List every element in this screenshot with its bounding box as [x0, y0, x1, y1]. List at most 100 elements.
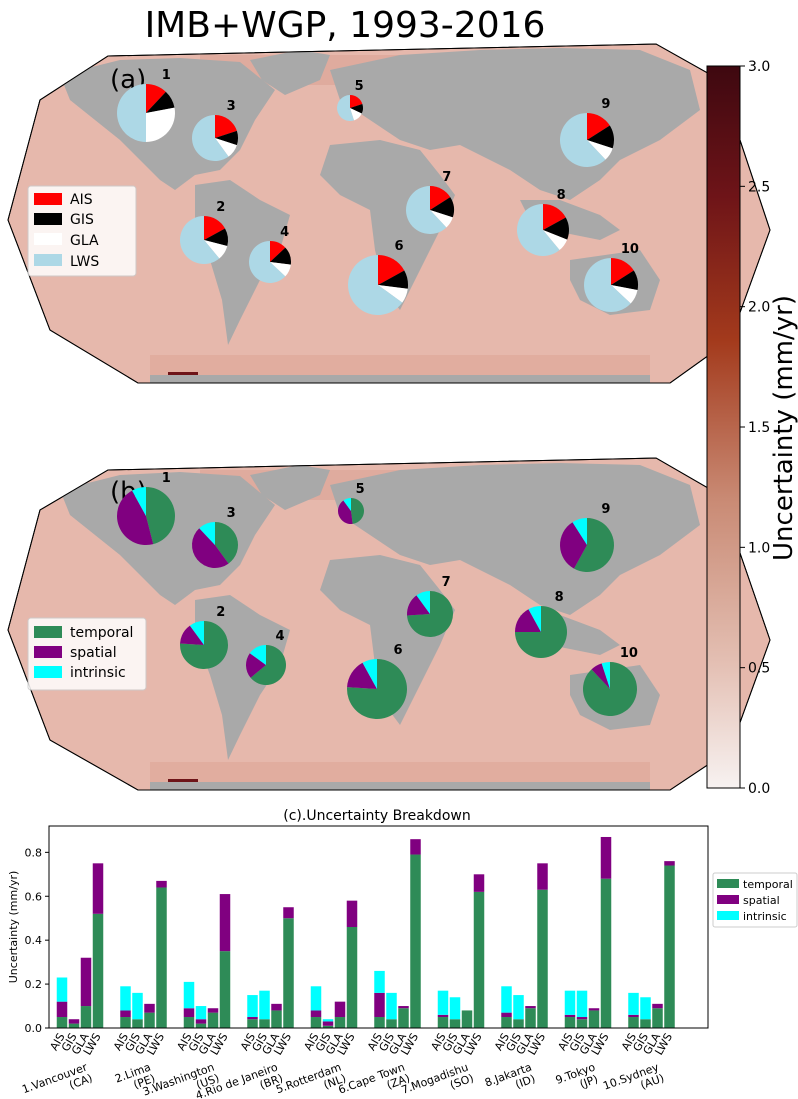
legend-c: temporal spatial intrinsic [712, 872, 798, 928]
bar-segment-intrinsic [386, 992, 397, 1020]
bar-segment-spatial [628, 1014, 639, 1018]
bar-segment-intrinsic [437, 990, 449, 1015]
bar-segment-temporal [600, 878, 612, 1028]
bar-segment-temporal [283, 918, 294, 1028]
pie-slice-ais [146, 84, 166, 113]
bar-segment-temporal [398, 1008, 409, 1028]
bar-segment-temporal [525, 1008, 536, 1028]
bar-segment-spatial [283, 907, 294, 919]
pie-slice-gis [587, 125, 614, 149]
pie-slice-gla [215, 138, 237, 157]
colorbar-tick-label: 2.0 [748, 300, 770, 316]
bar-chart-ylabel: Uncertainty (mm/yr) [7, 871, 20, 984]
pie-slice-ais [204, 216, 226, 240]
pie-slice-lws [348, 255, 403, 315]
pie-number-label: 8 [555, 590, 564, 605]
bar-segment-temporal [473, 891, 485, 1028]
pie-slice-ais [215, 115, 237, 138]
colorbar-tick-label: 3.0 [748, 59, 770, 75]
bar-segment-spatial [68, 1019, 80, 1024]
pie-slice-spatial [347, 662, 377, 689]
pie-site-4 [249, 241, 292, 283]
pie-slice-temporal [573, 518, 614, 572]
pie-slice-lws [180, 216, 220, 264]
pie-slice-gla [543, 230, 568, 251]
pie-slice-temporal [250, 645, 286, 686]
legend-label-lws: LWS [70, 254, 99, 270]
pie-number-label: 1 [162, 471, 171, 486]
bar-segment-temporal [410, 854, 421, 1028]
pie-slice-spatial [116, 490, 154, 546]
pie-slice-lws [117, 84, 146, 142]
bar-segment-spatial [346, 900, 358, 927]
bar-segment-temporal [144, 1012, 155, 1028]
bar-segment-spatial [219, 894, 231, 952]
pie-number-label: 2 [216, 200, 225, 215]
bar-segment-spatial [501, 1012, 512, 1018]
bar-segment-temporal [564, 1017, 576, 1028]
pie-slice-temporal [215, 522, 239, 564]
bar-segment-temporal [334, 1017, 346, 1028]
pie-slice-intrinsic [601, 662, 610, 689]
pie-number-label: 4 [280, 225, 289, 240]
pie-site-10 [583, 662, 637, 716]
bar-segment-intrinsic [513, 995, 524, 1020]
pie-site-3 [192, 115, 238, 161]
pie-number-label: 3 [227, 99, 236, 114]
bar-segment-temporal [195, 1023, 207, 1028]
bar-segment-temporal [576, 1019, 588, 1028]
pie-slice-gis [543, 217, 570, 240]
bar-segment-spatial [183, 1008, 195, 1018]
bar-segment-spatial [195, 1019, 207, 1024]
pie-number-label: 7 [442, 575, 451, 590]
bar-segment-spatial [156, 880, 167, 888]
bar-segment-temporal [92, 913, 104, 1028]
pie-site-7 [407, 591, 454, 637]
bar-segment-spatial [525, 1006, 536, 1009]
legend-swatch-temporal [34, 626, 62, 638]
bar-segment-intrinsic [501, 986, 512, 1013]
pie-slice-intrinsic [132, 487, 146, 516]
bar-segment-spatial [56, 1001, 68, 1018]
legend-c-label-temporal: temporal [743, 878, 793, 891]
bar-segment-intrinsic [640, 997, 651, 1020]
pie-slice-gla [204, 240, 228, 259]
bar-segment-temporal [640, 1019, 651, 1028]
pie-site-5 [337, 95, 364, 121]
pies-panel-b: 1 2 3 4 5 6 7 8 9 10 [116, 471, 638, 719]
pie-slice-gla [146, 107, 175, 142]
pie-slice-gis [215, 130, 238, 146]
pie-number-label: 10 [620, 646, 638, 661]
bar-segment-temporal [132, 1019, 143, 1028]
bar-segment-intrinsic [247, 995, 258, 1018]
bar-segment-intrinsic [259, 990, 270, 1020]
pie-site-8 [515, 606, 567, 658]
bar-segment-intrinsic [56, 977, 68, 1002]
pie-site-9 [560, 113, 614, 167]
legend-c-swatch-intrinsic [717, 911, 739, 920]
bar-segment-spatial [80, 957, 92, 1007]
bar-segment-spatial [576, 1017, 588, 1020]
bar-segment-spatial [207, 1008, 219, 1013]
pie-slice-gis [350, 103, 364, 114]
pie-site-4 [246, 645, 286, 686]
bar-segment-intrinsic [322, 1019, 334, 1022]
legend-label-spatial: spatial [70, 645, 117, 661]
pie-slice-spatial [515, 609, 541, 632]
pie-slice-temporal [351, 498, 364, 524]
pie-site-9 [560, 518, 614, 572]
bar-segment-intrinsic [449, 997, 461, 1020]
bar-segment-temporal [449, 1019, 461, 1028]
colorbar-tick-label: 0.5 [748, 661, 770, 677]
pie-slice-gla [270, 262, 291, 277]
bar-segment-spatial [652, 1003, 663, 1009]
pie-number-label: 7 [442, 170, 451, 185]
bar-segment-spatial [92, 863, 104, 914]
colorbar: 0.0 0.5 1.0 1.5 2.0 2.5 3.0 Uncertainty (mm/yr… [706, 59, 798, 797]
pie-slice-gis [146, 91, 175, 113]
pie-slice-gis [270, 247, 292, 265]
bar-segment-spatial [334, 1001, 346, 1018]
bar-segment-spatial [398, 1006, 409, 1009]
pie-slice-spatial [591, 663, 610, 689]
pie-slice-lws [583, 258, 631, 312]
